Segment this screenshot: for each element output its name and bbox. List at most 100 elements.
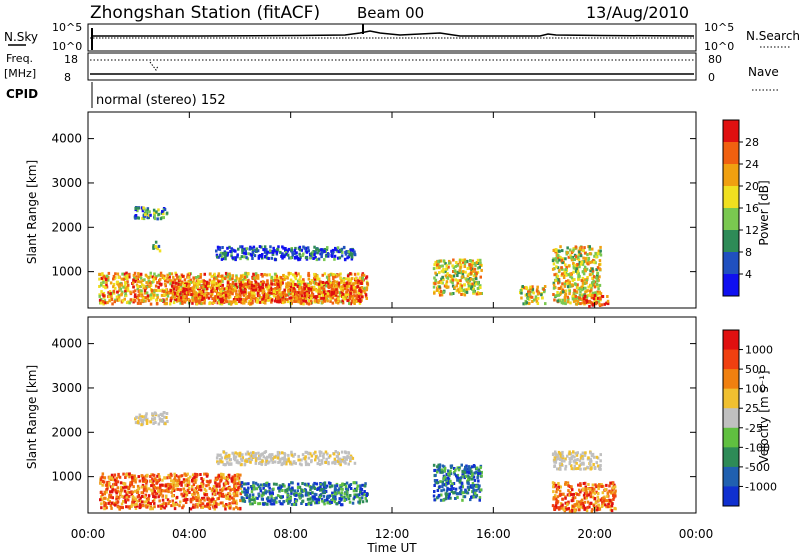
power-cell [525, 285, 528, 289]
velocity-cell [283, 453, 287, 457]
velocity-cell [128, 490, 131, 494]
power-cell [123, 297, 126, 301]
velocity-cell [214, 500, 217, 504]
velocity-cell [116, 486, 120, 490]
power-cell [453, 286, 456, 290]
velocity-cell [182, 480, 186, 484]
power-cell [227, 302, 231, 306]
velocity-cell [332, 460, 335, 464]
power-cell [314, 287, 317, 291]
velocity-cell [217, 497, 220, 500]
power-cell [330, 293, 333, 297]
power-cell [184, 292, 187, 296]
power-cell [476, 281, 480, 284]
velocity-cell [114, 488, 117, 492]
velocity-cell [331, 494, 334, 497]
power-cell [552, 283, 556, 287]
power-cell [327, 254, 330, 258]
power-cell [580, 245, 583, 249]
velocity-cell [159, 419, 162, 423]
power-cell [159, 298, 162, 302]
velocity-cell [108, 481, 111, 485]
power-cell [212, 299, 216, 303]
power-cell [112, 289, 116, 293]
power-cell [231, 292, 234, 296]
velocity-cell [579, 456, 583, 460]
power-cell [583, 282, 587, 285]
velocity-cell [122, 472, 125, 476]
velocity-cell [595, 490, 598, 494]
power-cell [139, 276, 143, 280]
power-cell [332, 294, 336, 298]
power-cell [358, 301, 362, 305]
velocity-cell [574, 459, 577, 462]
velocity-cell [356, 493, 359, 497]
power-cell [163, 208, 167, 211]
power-cell [116, 272, 120, 276]
velocity-cell [99, 498, 102, 502]
power-cell [146, 297, 149, 301]
power-cell [585, 295, 589, 299]
velocity-cell [307, 502, 310, 506]
power-cell [578, 265, 581, 269]
velocity-cell [334, 497, 337, 501]
velocity-cell [475, 470, 478, 474]
velocity-cell [159, 486, 162, 490]
power-cell [323, 258, 326, 262]
velocity-cell [158, 475, 161, 479]
velocity-cell [130, 480, 134, 484]
power-cell [578, 261, 582, 264]
power-cell [560, 285, 563, 289]
velocity-cell [599, 459, 602, 463]
velocity-cell [157, 479, 161, 483]
power-cell [292, 280, 295, 284]
power-cell [105, 281, 108, 284]
velocity-cell [281, 451, 284, 455]
power-cell [164, 284, 167, 288]
power-cell [140, 289, 143, 293]
velocity-cell [101, 493, 104, 497]
power-cell [293, 274, 297, 278]
velocity-cell [240, 481, 244, 485]
velocity-cell [551, 453, 555, 456]
power-cell [272, 294, 276, 298]
velocity-cell [456, 476, 459, 480]
velocity-cell [590, 459, 593, 463]
velocity-cell [219, 488, 222, 492]
power-cell [313, 275, 317, 279]
power-cell [345, 277, 349, 281]
velocity-cell [159, 483, 162, 487]
power-cell [197, 282, 201, 286]
power-cell [234, 287, 237, 291]
power-cell [598, 259, 602, 263]
power-cell [98, 272, 101, 276]
power-cell [587, 259, 590, 263]
power-cell [242, 285, 245, 288]
power-cell [590, 286, 593, 290]
power-cell [157, 212, 161, 216]
power-cell [149, 281, 152, 285]
velocity-cell [136, 499, 139, 503]
velocity-cell [259, 489, 263, 493]
power-cell [439, 259, 442, 263]
y-tick-label: 4000 [51, 132, 82, 146]
velocity-cell [218, 484, 221, 488]
power-cell [339, 285, 342, 289]
velocity-cell [567, 507, 570, 511]
power-cell [128, 275, 131, 279]
velocity-cell [232, 480, 235, 484]
power-cell [290, 248, 293, 252]
power-cell [316, 275, 319, 278]
velocity-cell [323, 483, 327, 487]
power-cell [221, 246, 224, 249]
power-cell [473, 267, 477, 271]
velocity-cell [234, 493, 238, 497]
velocity-cell [143, 477, 146, 481]
power-cell [584, 290, 587, 294]
velocity-cell [154, 492, 157, 496]
power-cell [270, 275, 273, 279]
power-cell [140, 294, 143, 298]
velocity-cell [436, 495, 440, 499]
power-cell [157, 208, 160, 212]
